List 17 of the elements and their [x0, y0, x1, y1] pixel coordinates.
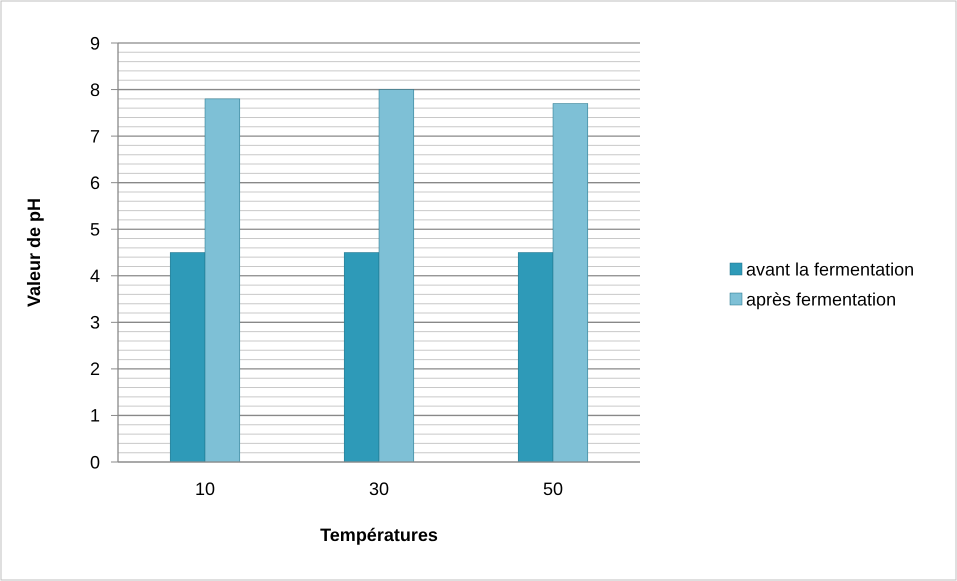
y-tick-label: 6 — [90, 172, 100, 193]
y-tick-label: 3 — [90, 312, 100, 333]
x-axis-title: Températures — [320, 525, 438, 545]
y-tick-label: 0 — [90, 452, 100, 472]
legend-label: après fermentation — [746, 289, 896, 310]
x-tick-label: 50 — [542, 479, 564, 499]
y-tick-label: 2 — [90, 359, 100, 380]
y-tick-label: 7 — [90, 126, 100, 146]
x-tick-label: 10 — [194, 479, 216, 499]
y-axis-title: Valeur de pH — [24, 198, 44, 308]
y-tick-label: 8 — [90, 80, 100, 100]
legend-label: avant la fermentation — [746, 259, 914, 280]
y-tick-label: 5 — [90, 220, 100, 240]
x-tick-label: 30 — [368, 479, 390, 499]
y-tick-label: 9 — [90, 33, 100, 54]
y-tick-label: 1 — [90, 406, 100, 426]
y-tick-label: 4 — [90, 266, 100, 286]
